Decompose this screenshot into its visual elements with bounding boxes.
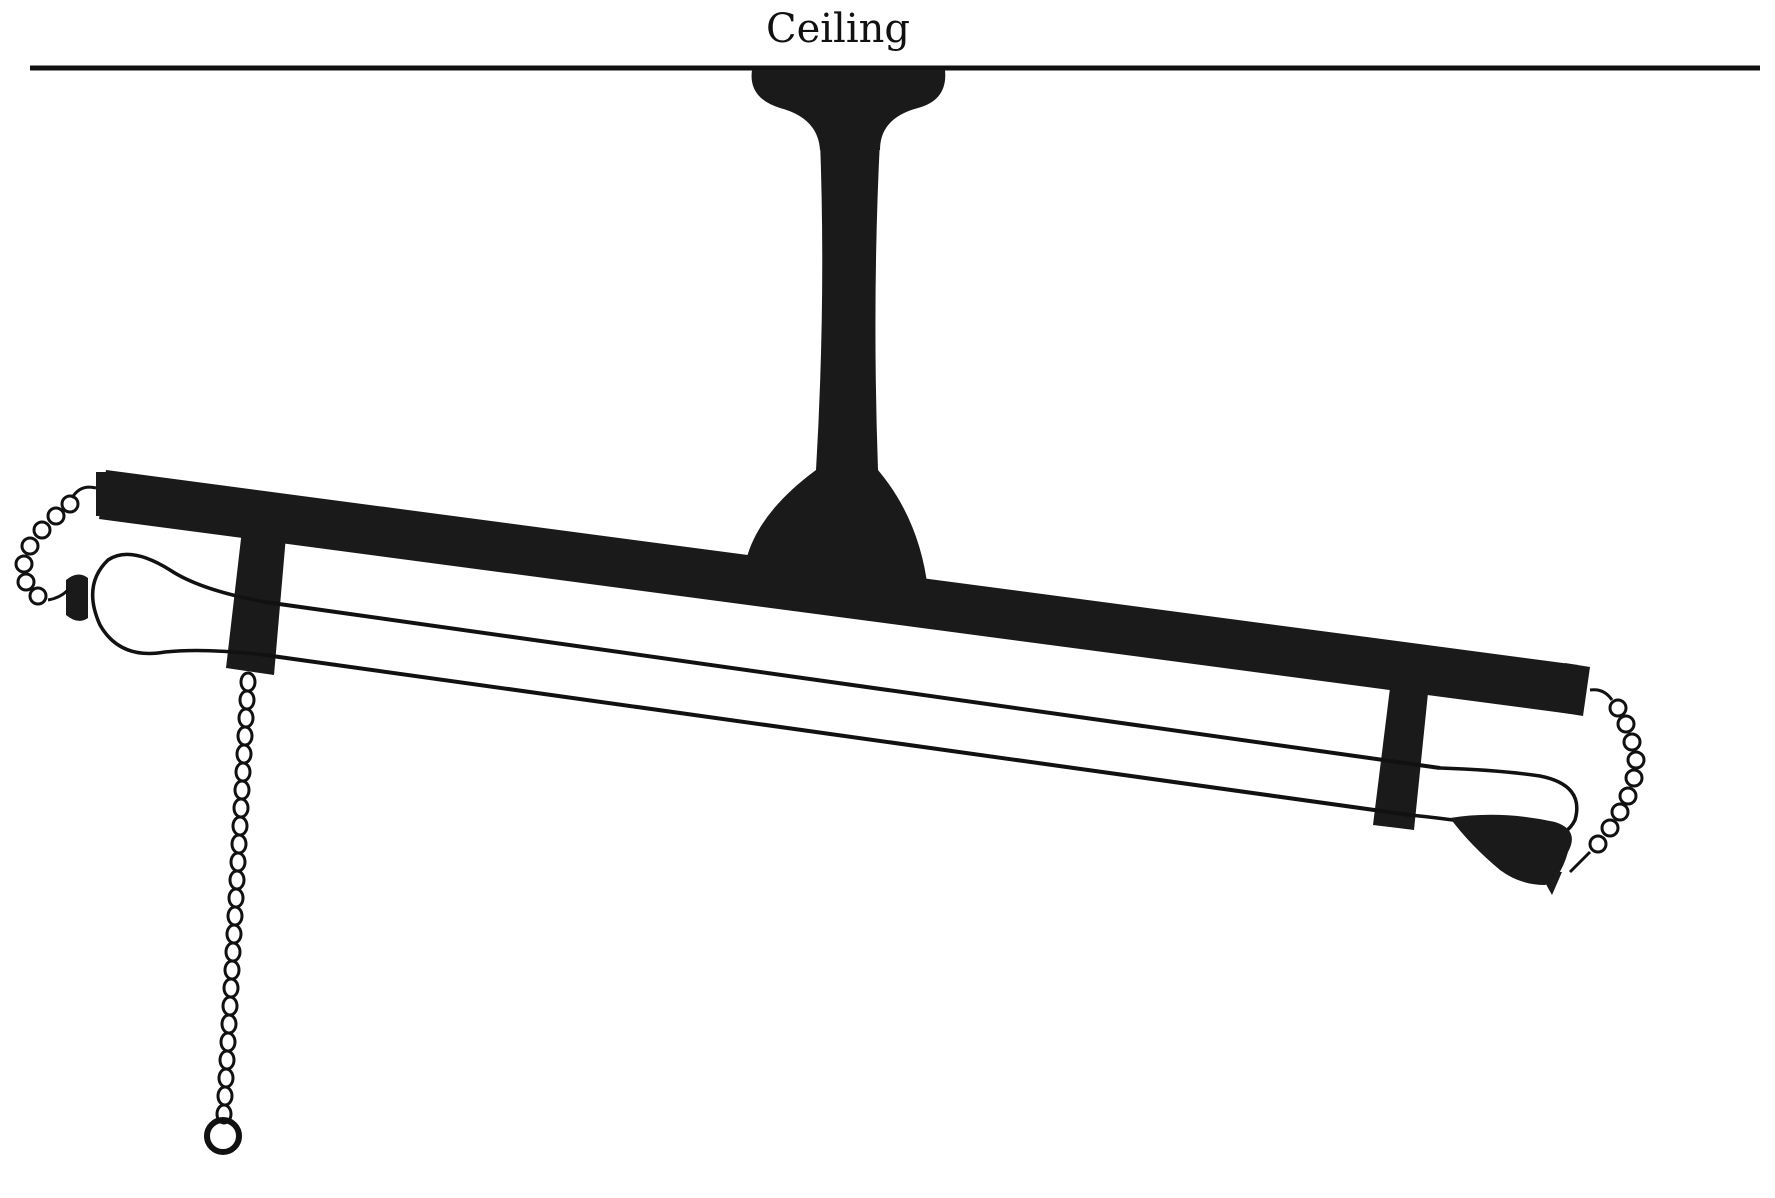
left-socket: [66, 574, 88, 621]
right-socket-tip: [1538, 870, 1562, 895]
left-coiled-wire: [14, 485, 97, 606]
main-bar: [99, 470, 1578, 714]
right-coiled-wire: [1568, 688, 1646, 874]
pull-ring[interactable]: [204, 1117, 242, 1155]
right-end-cap: [1558, 663, 1590, 716]
pull-chain[interactable]: [215, 671, 257, 1125]
ceiling-canopy: [751, 70, 946, 150]
right-socket: [1450, 814, 1572, 885]
left-end-cap: [96, 472, 110, 516]
ceiling-label: Ceiling: [766, 6, 910, 52]
support-stem: [816, 140, 880, 470]
right-bracket: [1373, 688, 1428, 830]
left-tube-end: [90, 552, 266, 657]
lamp-tube-lower: [264, 653, 1411, 817]
lamp-tube-upper: [264, 600, 1441, 770]
left-bracket: [226, 530, 286, 675]
